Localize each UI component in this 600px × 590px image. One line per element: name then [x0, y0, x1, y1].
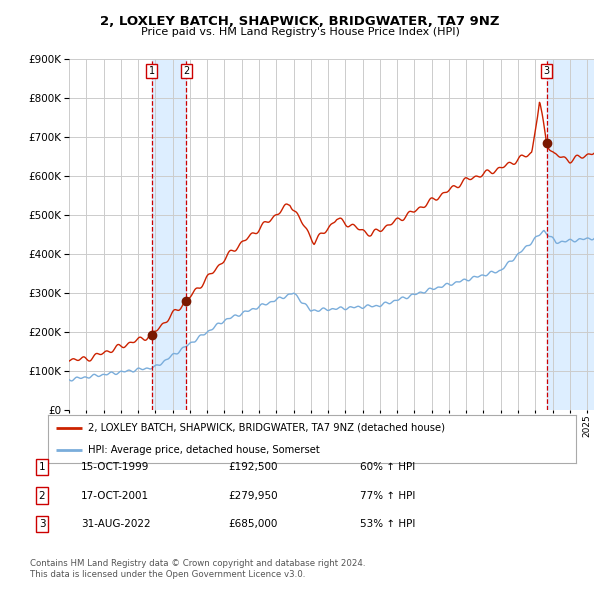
Text: Contains HM Land Registry data © Crown copyright and database right 2024.: Contains HM Land Registry data © Crown c… [30, 559, 365, 568]
Text: 1: 1 [149, 66, 155, 76]
Text: £279,950: £279,950 [228, 491, 278, 500]
Text: 31-AUG-2022: 31-AUG-2022 [81, 519, 151, 529]
Text: £192,500: £192,500 [228, 463, 277, 472]
Text: 2, LOXLEY BATCH, SHAPWICK, BRIDGWATER, TA7 9NZ: 2, LOXLEY BATCH, SHAPWICK, BRIDGWATER, T… [100, 15, 500, 28]
Text: 60% ↑ HPI: 60% ↑ HPI [360, 463, 415, 472]
Bar [152, 59, 186, 410]
Text: HPI: Average price, detached house, Somerset: HPI: Average price, detached house, Some… [88, 445, 319, 455]
Text: 77% ↑ HPI: 77% ↑ HPI [360, 491, 415, 500]
Text: Price paid vs. HM Land Registry's House Price Index (HPI): Price paid vs. HM Land Registry's House … [140, 27, 460, 37]
Text: 2: 2 [38, 491, 46, 500]
Text: This data is licensed under the Open Government Licence v3.0.: This data is licensed under the Open Gov… [30, 571, 305, 579]
Text: 53% ↑ HPI: 53% ↑ HPI [360, 519, 415, 529]
Text: 1: 1 [38, 463, 46, 472]
Text: 2, LOXLEY BATCH, SHAPWICK, BRIDGWATER, TA7 9NZ (detached house): 2, LOXLEY BATCH, SHAPWICK, BRIDGWATER, T… [88, 423, 445, 433]
Text: 3: 3 [38, 519, 46, 529]
Bar [547, 59, 594, 410]
Text: 3: 3 [544, 66, 550, 76]
Text: 2: 2 [183, 66, 190, 76]
Text: 15-OCT-1999: 15-OCT-1999 [81, 463, 149, 472]
Text: 17-OCT-2001: 17-OCT-2001 [81, 491, 149, 500]
Text: £685,000: £685,000 [228, 519, 277, 529]
